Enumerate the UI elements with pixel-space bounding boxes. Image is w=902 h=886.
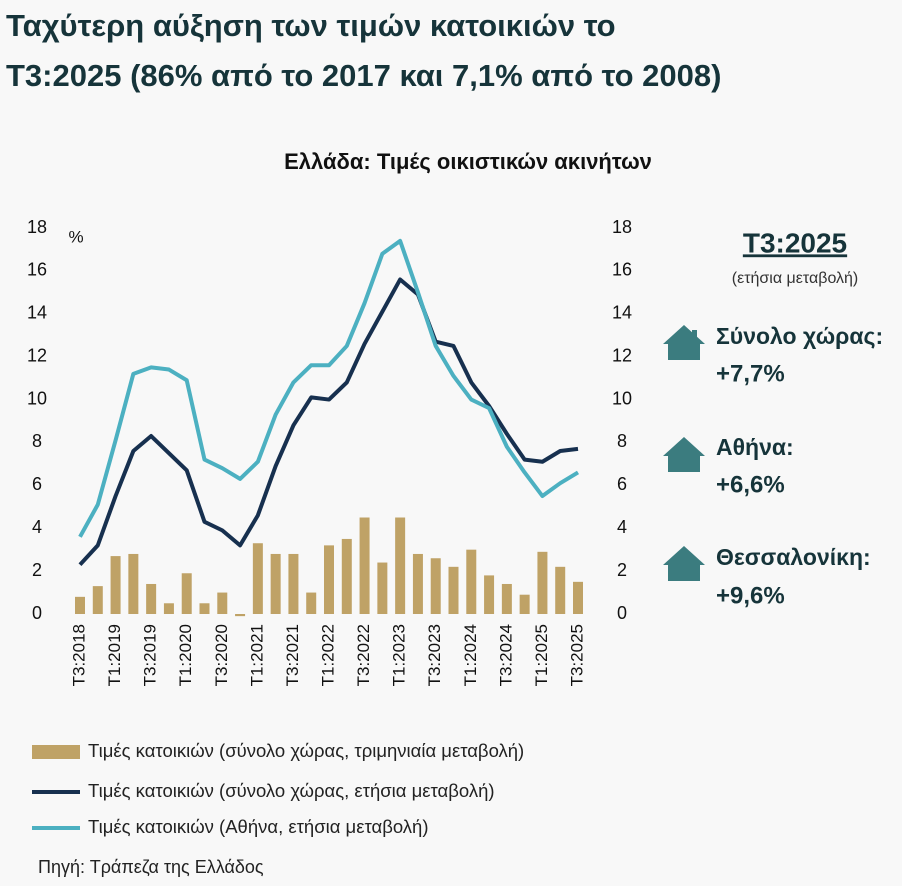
y2-tick-label: 12 bbox=[612, 345, 632, 365]
bar bbox=[146, 583, 157, 614]
bar bbox=[501, 583, 512, 614]
x-tick-label: Τ1:2021 bbox=[247, 624, 266, 686]
x-tick-label: Τ3:2019 bbox=[141, 624, 160, 686]
panel-value: +7,7% bbox=[716, 360, 785, 387]
legend-label: Τιμές κατοικιών (Αθήνα, ετήσια μεταβολή) bbox=[88, 816, 428, 837]
x-tick-label: Τ3:2018 bbox=[69, 624, 88, 686]
bar bbox=[412, 553, 423, 614]
x-tick-label: Τ3:2025 bbox=[567, 624, 586, 686]
bar bbox=[430, 558, 441, 614]
y2-tick-label: 10 bbox=[612, 388, 632, 408]
bar bbox=[573, 581, 583, 614]
house-icons bbox=[663, 325, 705, 581]
x-tick-label: Τ3:2021 bbox=[283, 624, 302, 686]
bar bbox=[217, 592, 228, 614]
source: Πηγή: Τράπεζα της Ελλάδος bbox=[38, 857, 264, 877]
legend-label: Τιμές κατοικιών (σύνολο χώρας, τριμηνιαί… bbox=[88, 740, 524, 761]
legend-label: Τιμές κατοικιών (σύνολο χώρας, ετήσια με… bbox=[88, 780, 495, 801]
y2-tick-label: 2 bbox=[617, 560, 627, 580]
y-tick-label: 18 bbox=[27, 217, 47, 237]
x-tick-label: Τ3:2023 bbox=[425, 624, 444, 686]
y2-tick-label: 8 bbox=[617, 431, 627, 451]
bar bbox=[252, 543, 263, 614]
chart-title: Ελλάδα: Τιμές οικιστικών ακινήτων bbox=[284, 149, 652, 174]
panel-subtitle: (ετήσια μεταβολή) bbox=[732, 270, 859, 287]
y2-tick-label: 14 bbox=[612, 303, 632, 323]
bar bbox=[341, 538, 352, 614]
y2-tick-label: 18 bbox=[612, 217, 632, 237]
bar bbox=[395, 517, 406, 614]
y-unit: % bbox=[68, 227, 83, 246]
y-tick-label: 10 bbox=[27, 388, 47, 408]
bar bbox=[519, 594, 530, 614]
x-tick-label: Τ1:2025 bbox=[532, 624, 551, 686]
x-tick-label: Τ3:2020 bbox=[212, 624, 231, 686]
y-tick-label: 12 bbox=[27, 345, 47, 365]
y-tick-label: 16 bbox=[27, 260, 47, 280]
y-tick-label: 8 bbox=[32, 431, 42, 451]
y2-tick-label: 4 bbox=[617, 517, 627, 537]
legend-swatch bbox=[32, 745, 80, 759]
panel-label: Σύνολο χώρας: bbox=[716, 323, 883, 349]
bar bbox=[306, 592, 317, 614]
bar bbox=[288, 553, 299, 614]
bar bbox=[92, 586, 103, 614]
house-icon bbox=[663, 325, 705, 360]
house-icon bbox=[663, 546, 705, 581]
bar bbox=[537, 551, 548, 614]
bar bbox=[199, 603, 210, 614]
line bbox=[78, 277, 579, 567]
bar bbox=[235, 614, 246, 617]
y-tick-label: 0 bbox=[32, 603, 42, 623]
y2-tick-label: 16 bbox=[612, 260, 632, 280]
bar bbox=[128, 553, 139, 614]
x-tick-label: Τ3:2024 bbox=[496, 624, 515, 686]
x-tick-label: Τ1:2022 bbox=[318, 624, 337, 686]
bar bbox=[484, 575, 495, 614]
y2-tick-label: 6 bbox=[617, 474, 627, 494]
panel-value: +6,6% bbox=[716, 471, 785, 498]
panel-label: Θεσσαλονίκη: bbox=[716, 544, 871, 570]
y-tick-label: 2 bbox=[32, 560, 42, 580]
bar bbox=[555, 566, 566, 614]
y-tick-label: 14 bbox=[27, 303, 47, 323]
y-tick-label: 4 bbox=[32, 517, 42, 537]
x-tick-label: Τ1:2019 bbox=[105, 624, 124, 686]
bar bbox=[75, 596, 85, 614]
bar bbox=[359, 517, 370, 614]
x-tick-label: Τ3:2022 bbox=[354, 624, 373, 686]
line bbox=[78, 238, 580, 538]
bar bbox=[181, 573, 192, 614]
bar bbox=[110, 556, 121, 614]
house-icon bbox=[663, 437, 705, 472]
bar bbox=[377, 562, 388, 614]
bar bbox=[163, 603, 174, 614]
bar bbox=[466, 549, 477, 614]
page-title: Τ3:2025 (86% από το 2017 και 7,1% από το… bbox=[6, 58, 721, 93]
x-tick-label: Τ1:2024 bbox=[461, 624, 480, 686]
bar bbox=[324, 545, 334, 614]
y2-tick-label: 0 bbox=[617, 603, 627, 623]
y-tick-label: 6 bbox=[32, 474, 42, 494]
panel-title: Τ3:2025 bbox=[743, 227, 847, 258]
page-title: Ταχύτερη αύξηση των τιμών κατοικιών το bbox=[6, 8, 616, 43]
panel-label: Αθήνα: bbox=[716, 434, 794, 460]
x-tick-label: Τ1:2020 bbox=[176, 624, 195, 686]
bar bbox=[270, 553, 281, 614]
panel-value: +9,6% bbox=[716, 582, 785, 609]
x-tick-label: Τ1:2023 bbox=[390, 624, 409, 686]
bar bbox=[448, 566, 459, 614]
